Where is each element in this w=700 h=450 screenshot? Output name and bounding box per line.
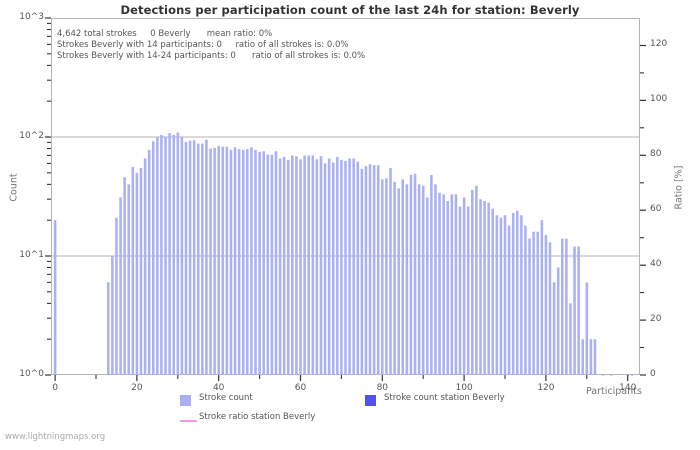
annotation-strokes-14-24: Strokes Beverly with 14-24 participants:… — [57, 51, 366, 61]
y-right-tick-100: 100 — [650, 94, 668, 105]
y-axis-left-label: Count — [8, 173, 20, 202]
x-tick-140: 140 — [619, 383, 637, 393]
legend-marker-0 — [180, 395, 191, 406]
y-right-tick-60: 60 — [650, 204, 662, 215]
annotation-strokes-14: Strokes Beverly with 14 participants: 0 … — [57, 40, 349, 50]
y-left-tick-10^2: 10^2 — [19, 131, 44, 141]
x-axis-label: Participants — [586, 386, 642, 397]
x-tick-80: 80 — [376, 383, 389, 393]
x-tick-120: 120 — [537, 383, 555, 393]
y-right-tick-0: 0 — [650, 369, 656, 379]
y-right-tick-120: 120 — [650, 39, 668, 50]
chart-title: Detections per participation count of th… — [120, 3, 580, 17]
x-tick-0: 0 — [52, 383, 58, 393]
x-tick-60: 60 — [294, 383, 307, 393]
annotation-total-strokes: 4,642 total strokes 0 Beverly mean ratio… — [57, 29, 273, 39]
footer-url: www.lightningmaps.org — [5, 432, 106, 442]
legend-label-1[interactable]: Stroke count station Beverly — [384, 393, 505, 403]
x-tick-20: 20 — [131, 383, 143, 393]
y-right-tick-80: 80 — [650, 149, 662, 160]
y-right-tick-20: 20 — [650, 314, 662, 325]
y-left-tick-10^1: 10^1 — [19, 250, 44, 260]
legend-marker-1 — [365, 395, 376, 406]
x-tick-100: 100 — [455, 383, 473, 393]
legend-marker-2 — [180, 420, 197, 422]
x-tick-40: 40 — [212, 383, 225, 393]
y-left-tick-10^3: 10^3 — [19, 12, 44, 22]
y-right-tick-40: 40 — [650, 259, 662, 270]
legend-label-2[interactable]: Stroke ratio station Beverly — [199, 412, 316, 422]
legend-label-0[interactable]: Stroke count — [199, 393, 253, 403]
y-axis-right-label: Ratio [%] — [673, 165, 685, 210]
y-left-tick-10^0: 10^0 — [19, 369, 44, 379]
